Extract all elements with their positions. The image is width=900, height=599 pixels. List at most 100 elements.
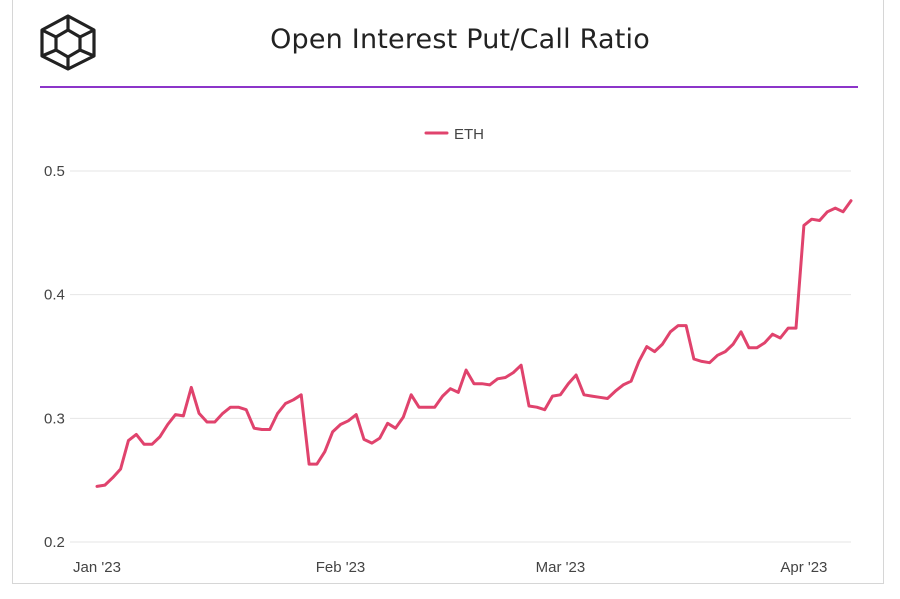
data-point: [245, 408, 248, 411]
data-point: [504, 376, 507, 379]
data-point: [300, 393, 303, 397]
data-point: [849, 199, 853, 202]
data-point: [142, 443, 146, 446]
data-point: [425, 406, 429, 409]
data-point: [339, 423, 342, 426]
data-point: [394, 427, 397, 430]
data-point: [841, 210, 845, 214]
data-point: [213, 420, 217, 424]
data-point: [150, 443, 154, 446]
data-point: [315, 462, 319, 466]
data-point: [763, 341, 766, 345]
data-point: [692, 357, 696, 361]
data-point: [716, 354, 719, 357]
data-point: [598, 396, 601, 399]
data-point: [409, 393, 413, 397]
data-point: [834, 206, 837, 210]
data-point: [669, 330, 672, 333]
data-point: [512, 371, 515, 374]
data-point: [457, 391, 460, 394]
data-point: [622, 383, 625, 387]
data-point: [441, 394, 444, 398]
data-point: [582, 393, 586, 397]
series-line-eth: [95, 199, 853, 488]
data-point: [700, 360, 703, 363]
data-point: [645, 345, 648, 348]
data-point: [190, 386, 193, 389]
data-point: [614, 389, 617, 393]
data-point: [826, 210, 829, 214]
data-point: [166, 423, 169, 426]
x-tick-label: Apr '23: [780, 559, 827, 576]
data-point: [378, 436, 381, 440]
data-point: [708, 361, 711, 364]
data-point: [252, 427, 256, 430]
data-point: [637, 360, 641, 363]
data-point: [535, 406, 539, 409]
data-point: [362, 438, 366, 441]
data-point: [496, 377, 499, 380]
data-point: [197, 412, 201, 415]
data-point: [103, 483, 107, 487]
data-point: [543, 408, 546, 411]
data-point: [574, 373, 578, 377]
data-point: [480, 382, 484, 385]
data-point: [472, 382, 476, 385]
data-point: [370, 441, 374, 445]
data-point: [229, 406, 232, 409]
data-point: [755, 346, 758, 350]
y-tick-label: 0.3: [44, 410, 65, 427]
data-point: [268, 428, 271, 431]
data-point: [276, 412, 279, 415]
data-point: [661, 342, 664, 346]
data-point: [111, 476, 114, 479]
data-point: [559, 393, 562, 397]
data-point: [354, 413, 358, 416]
data-point: [284, 402, 287, 405]
data-point: [684, 324, 688, 327]
data-point: [95, 485, 99, 488]
data-point: [818, 219, 821, 222]
y-tick-label: 0.4: [44, 287, 65, 304]
data-point: [347, 419, 350, 423]
cube-logo-icon: [36, 12, 100, 72]
chart-frame: [12, 0, 884, 584]
data-point: [551, 394, 554, 398]
data-point: [488, 383, 491, 387]
data-point: [731, 342, 735, 346]
data-point: [747, 346, 751, 350]
data-point: [677, 324, 680, 327]
data-point: [119, 467, 122, 471]
data-point: [174, 413, 177, 416]
data-point: [307, 462, 311, 466]
data-point: [519, 363, 523, 367]
x-tick-label: Feb '23: [316, 559, 366, 576]
data-point: [794, 326, 798, 330]
x-tick-label: Mar '23: [536, 559, 586, 576]
data-point: [527, 404, 531, 408]
data-point: [590, 394, 594, 398]
data-point: [292, 398, 295, 401]
data-point: [221, 412, 224, 415]
data-point: [786, 326, 790, 330]
data-point: [205, 420, 209, 424]
data-point: [237, 406, 240, 409]
data-point: [449, 387, 452, 390]
title-divider: [40, 86, 858, 88]
data-point: [323, 450, 326, 453]
data-point: [802, 224, 806, 227]
data-point: [331, 430, 334, 434]
data-point: [724, 350, 727, 353]
data-point: [606, 397, 609, 400]
x-tick-label: Jan '23: [73, 559, 121, 576]
y-tick-label: 0.5: [44, 163, 65, 180]
data-point: [779, 336, 782, 340]
data-point: [567, 382, 570, 385]
data-point: [158, 435, 162, 439]
y-tick-label: 0.2: [44, 534, 65, 551]
data-point: [433, 406, 436, 409]
data-point: [386, 422, 389, 425]
data-point: [135, 433, 138, 436]
data-point: [417, 406, 421, 409]
